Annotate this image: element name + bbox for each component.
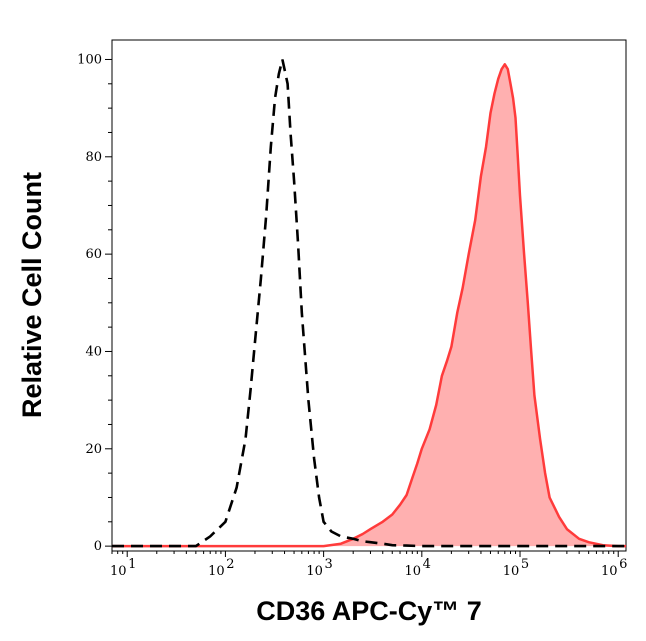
y-tick-label: 0 [94, 539, 102, 554]
series-0-line [112, 59, 626, 548]
y-tick-label: 100 [77, 52, 102, 67]
x-tick-exponent: 4 [423, 557, 431, 572]
y-tick-label: 80 [85, 150, 102, 165]
series-1-line [112, 63, 626, 548]
x-tick-exponent: 1 [128, 557, 136, 572]
x-tick-exponent: 2 [226, 557, 234, 572]
x-tick-label: 10 [503, 564, 520, 579]
control-histogram [112, 59, 626, 548]
cd36-stained-histogram [112, 63, 626, 548]
x-tick-label: 10 [110, 564, 127, 579]
x-tick-exponent: 5 [521, 557, 529, 572]
y-tick-label: 40 [85, 344, 102, 359]
x-tick-label: 10 [306, 564, 323, 579]
y-axis-title: Relative Cell Count [17, 172, 47, 418]
y-tick-label: 60 [85, 247, 102, 262]
x-tick-label: 10 [601, 564, 618, 579]
x-axis-title: CD36 APC-Cy™ 7 [256, 596, 482, 626]
x-tick-label: 10 [405, 564, 422, 579]
plot-frame [111, 39, 627, 552]
x-tick-exponent: 6 [619, 557, 627, 572]
series-1-area [112, 64, 626, 547]
x-tick-exponent: 3 [324, 557, 332, 572]
x-tick-label: 10 [208, 564, 225, 579]
y-tick-label: 20 [85, 442, 102, 457]
